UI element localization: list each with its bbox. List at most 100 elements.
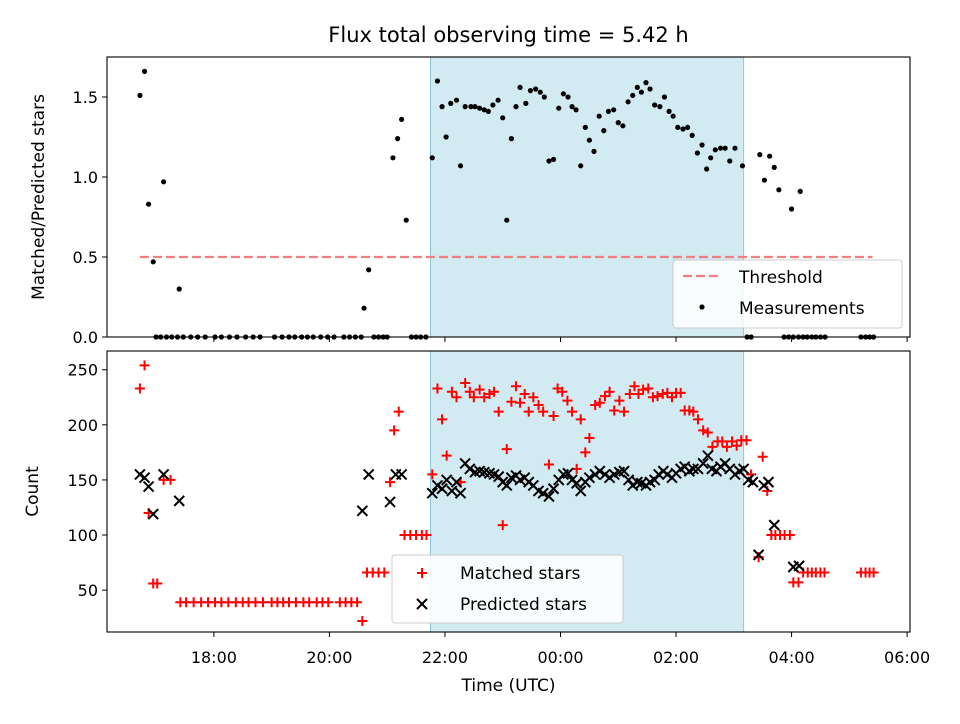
matched-star-point bbox=[441, 450, 452, 461]
predicted-star-point bbox=[583, 472, 596, 484]
matched-star-point bbox=[614, 395, 625, 406]
matched-star-point bbox=[567, 406, 578, 417]
measurement-point bbox=[161, 179, 167, 185]
predicted-star-point bbox=[622, 474, 635, 486]
measurement-point bbox=[485, 108, 491, 114]
matched-star-point bbox=[489, 386, 500, 397]
chart-title: Flux total observing time = 5.42 h bbox=[328, 23, 688, 47]
matched-star-point bbox=[662, 387, 673, 398]
measurement-point bbox=[569, 104, 575, 110]
matched-star-point bbox=[165, 474, 176, 485]
predicted-star-point bbox=[450, 476, 463, 488]
matched-star-point bbox=[323, 597, 334, 608]
predicted-star-point bbox=[575, 485, 587, 497]
y-tick-label: 0.5 bbox=[73, 248, 98, 267]
matched-star-point bbox=[629, 381, 640, 392]
matched-star-point bbox=[393, 406, 404, 417]
measurement-point bbox=[434, 78, 441, 84]
matched-star-point bbox=[609, 405, 620, 416]
matched-star-point bbox=[643, 383, 654, 394]
predicted-star-point bbox=[562, 467, 574, 480]
measurement-point bbox=[634, 84, 640, 90]
measurement-point bbox=[638, 89, 644, 95]
measurement-point bbox=[611, 107, 617, 113]
matched-star-point bbox=[624, 388, 635, 399]
measurement-point bbox=[680, 126, 686, 132]
matched-star-point bbox=[506, 396, 517, 407]
measurement-point bbox=[560, 91, 566, 97]
measurement-point bbox=[495, 97, 501, 103]
measurement-point bbox=[689, 132, 695, 138]
predicted-star-point bbox=[747, 476, 759, 488]
matched-star-point bbox=[819, 567, 830, 578]
predicted-star-point bbox=[426, 487, 438, 499]
measurement-point bbox=[573, 107, 579, 113]
matched-star-point bbox=[604, 386, 615, 397]
predicted-star-point bbox=[173, 495, 185, 507]
matched-star-point bbox=[139, 360, 150, 371]
measurement-point bbox=[448, 100, 454, 106]
measurement-point bbox=[630, 92, 636, 98]
y-tick-label: 100 bbox=[67, 526, 98, 545]
predicted-star-point bbox=[147, 508, 159, 520]
matched-star-point bbox=[432, 383, 443, 394]
measurement-point bbox=[504, 217, 510, 223]
matched-star-point bbox=[590, 399, 601, 410]
x-axis-label: Time (UTC) bbox=[461, 676, 556, 696]
y-tick-label: 150 bbox=[67, 471, 98, 490]
legend-matched-swatch bbox=[417, 568, 427, 578]
x-tick-label: 02:00 bbox=[653, 648, 699, 667]
predicted-star-point bbox=[697, 457, 709, 470]
matched-star-point bbox=[484, 388, 495, 399]
matched-star-point bbox=[464, 386, 475, 397]
matched-star-point bbox=[515, 397, 526, 408]
matched-star-point bbox=[451, 392, 462, 403]
predicted-star-point bbox=[446, 485, 458, 497]
predicted-star-point bbox=[395, 468, 408, 481]
predicted-star-point bbox=[501, 479, 513, 492]
measurement-point bbox=[739, 163, 746, 169]
measurement-point bbox=[527, 88, 534, 94]
matched-star-point bbox=[584, 433, 595, 444]
measurement-point bbox=[443, 134, 449, 140]
predicted-star-point bbox=[440, 474, 453, 486]
predicted-star-point bbox=[454, 487, 467, 499]
measurement-point bbox=[429, 155, 435, 161]
measurement-point bbox=[537, 89, 543, 95]
predicted-star-point bbox=[464, 463, 476, 475]
predicted-star-point bbox=[762, 476, 775, 488]
matched-star-point bbox=[479, 392, 490, 403]
predicted-star-point bbox=[436, 483, 448, 495]
matched-star-point bbox=[460, 377, 471, 388]
measurement-point bbox=[394, 136, 401, 142]
measurement-point bbox=[550, 156, 557, 162]
y-tick-label: 50 bbox=[78, 581, 98, 600]
measurement-point bbox=[453, 97, 460, 103]
measurement-point bbox=[757, 152, 763, 158]
measurement-point bbox=[767, 153, 773, 159]
measurement-point bbox=[468, 104, 474, 110]
legend-matched-label: Matched stars bbox=[460, 564, 580, 584]
measurement-point bbox=[541, 94, 547, 100]
matched-star-point bbox=[427, 469, 438, 480]
matched-star-point bbox=[793, 577, 804, 588]
predicted-star-point bbox=[793, 560, 805, 572]
measurement-point bbox=[137, 92, 143, 98]
measurement-point bbox=[732, 145, 738, 151]
measurement-point bbox=[771, 164, 777, 170]
predicted-star-point bbox=[687, 463, 700, 475]
top-y-axis-ticks: 0.0 0.5 1.0 1.5 bbox=[73, 88, 107, 347]
x-tick-label: 20:00 bbox=[306, 648, 352, 667]
measurement-point bbox=[390, 155, 396, 161]
measurement-point bbox=[145, 201, 152, 207]
measurement-point bbox=[605, 108, 612, 114]
measurement-point bbox=[546, 158, 552, 164]
bottom-y-axis-ticks: 50 100 150 200 250 bbox=[67, 361, 107, 600]
star-count-panel: 50 100 150 200 250 Count Matched stars Predi… bbox=[23, 350, 911, 637]
top-plot-frame bbox=[106, 56, 911, 338]
measurement-point bbox=[652, 102, 658, 108]
measurement-point bbox=[788, 206, 795, 212]
matched-star-point bbox=[731, 440, 742, 451]
matched-star-point bbox=[446, 386, 457, 397]
